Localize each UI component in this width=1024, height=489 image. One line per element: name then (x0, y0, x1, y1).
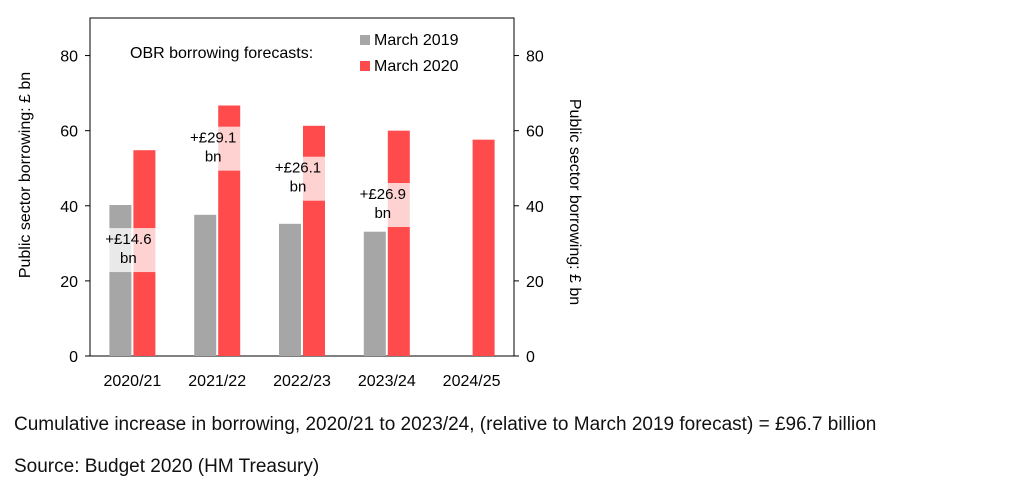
annotation-label: +£26.1 (275, 160, 321, 177)
annotation-label: +£29.1 (190, 130, 236, 147)
source-note: Source: Budget 2020 (HM Treasury) (14, 456, 320, 477)
x-tick-label: 2022/23 (273, 373, 331, 390)
y-axis-title-left: Public sector borrowing: £ bn (17, 72, 34, 278)
annotation-box (347, 183, 418, 227)
plot-frame (89, 17, 515, 357)
y-tick-label-right: 40 (526, 199, 544, 216)
y-tick-label-left: 80 (60, 49, 78, 66)
annotation-label: bn (205, 149, 222, 166)
annotation-box (263, 156, 333, 201)
x-tick-label: 2023/24 (358, 373, 416, 390)
y-axis-title-right: Public sector borrowing: £ bn (566, 99, 583, 305)
legend-swatch-march-2019 (360, 35, 370, 45)
cumulative-note: Cumulative increase in borrowing, 2020/2… (14, 414, 877, 435)
y-tick-label-left: 40 (60, 199, 78, 216)
y-tick-label-right: 80 (526, 49, 544, 66)
legend-label: March 2019 (374, 32, 459, 49)
y-tick-label-left: 0 (69, 349, 78, 366)
x-tick-label: 2021/22 (188, 373, 246, 390)
bar-march-2019 (194, 214, 217, 356)
y-tick-label-right: 60 (526, 124, 544, 141)
annotation-label: +£14.6 (105, 231, 151, 248)
bar-march-2019 (279, 223, 301, 356)
y-tick-label-left: 20 (60, 274, 78, 291)
y-tick-label-left: 60 (60, 124, 78, 141)
borrowing-chart: 0 0 20 20 40 40 60 60 80 80 Public sector borrowin… (17, 17, 583, 390)
y-tick-label-right: 0 (526, 349, 535, 366)
x-tick-label: 2024/25 (443, 373, 501, 390)
annotation-label: bn (120, 250, 137, 267)
legend-swatch-march-2020 (360, 61, 370, 71)
annotation-label: bn (374, 205, 391, 222)
bar-march-2020 (387, 130, 410, 356)
y-tick-label-right: 20 (526, 274, 544, 291)
annotation-label: +£26.9 (360, 186, 406, 203)
annotation-box (178, 126, 249, 171)
bar-march-2019 (363, 231, 386, 356)
annotation-label: bn (290, 179, 307, 196)
annotation-box (93, 228, 164, 273)
bar-march-2019 (109, 205, 132, 356)
x-tick-label: 2020/21 (103, 373, 161, 390)
legend-title: OBR borrowing forecasts: (130, 45, 313, 62)
bar-march-2020 (472, 139, 495, 356)
legend-label: March 2020 (374, 58, 459, 75)
